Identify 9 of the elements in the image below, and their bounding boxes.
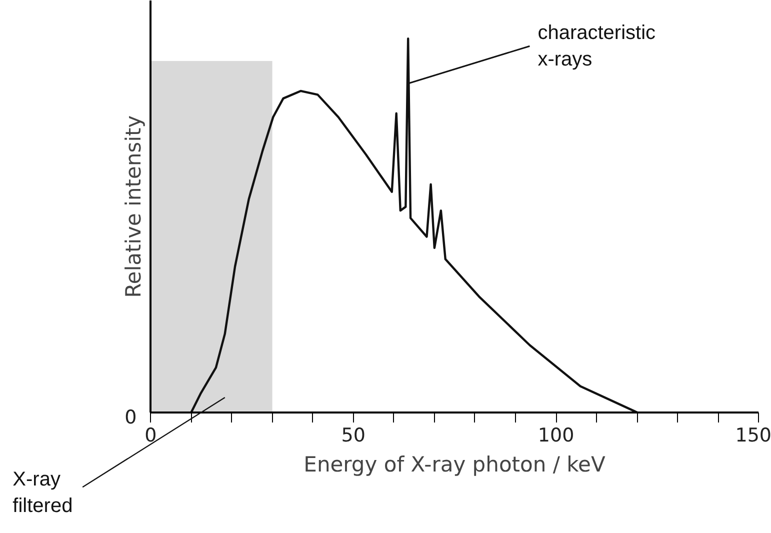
x-tick-label: 50 [341,424,366,446]
x-axis-title: Energy of X-ray photon / keV [304,452,606,476]
y-axis-title: Relative intensity [122,115,146,298]
text: X-ray filtered [12,468,73,517]
annotation: characteristic x-rays [538,22,656,70]
annotation: 0 [124,406,137,428]
x-tick-label: 0 [144,424,157,446]
x-tick-label: 100 [538,424,574,446]
x-tick-label: 150 [735,424,771,446]
